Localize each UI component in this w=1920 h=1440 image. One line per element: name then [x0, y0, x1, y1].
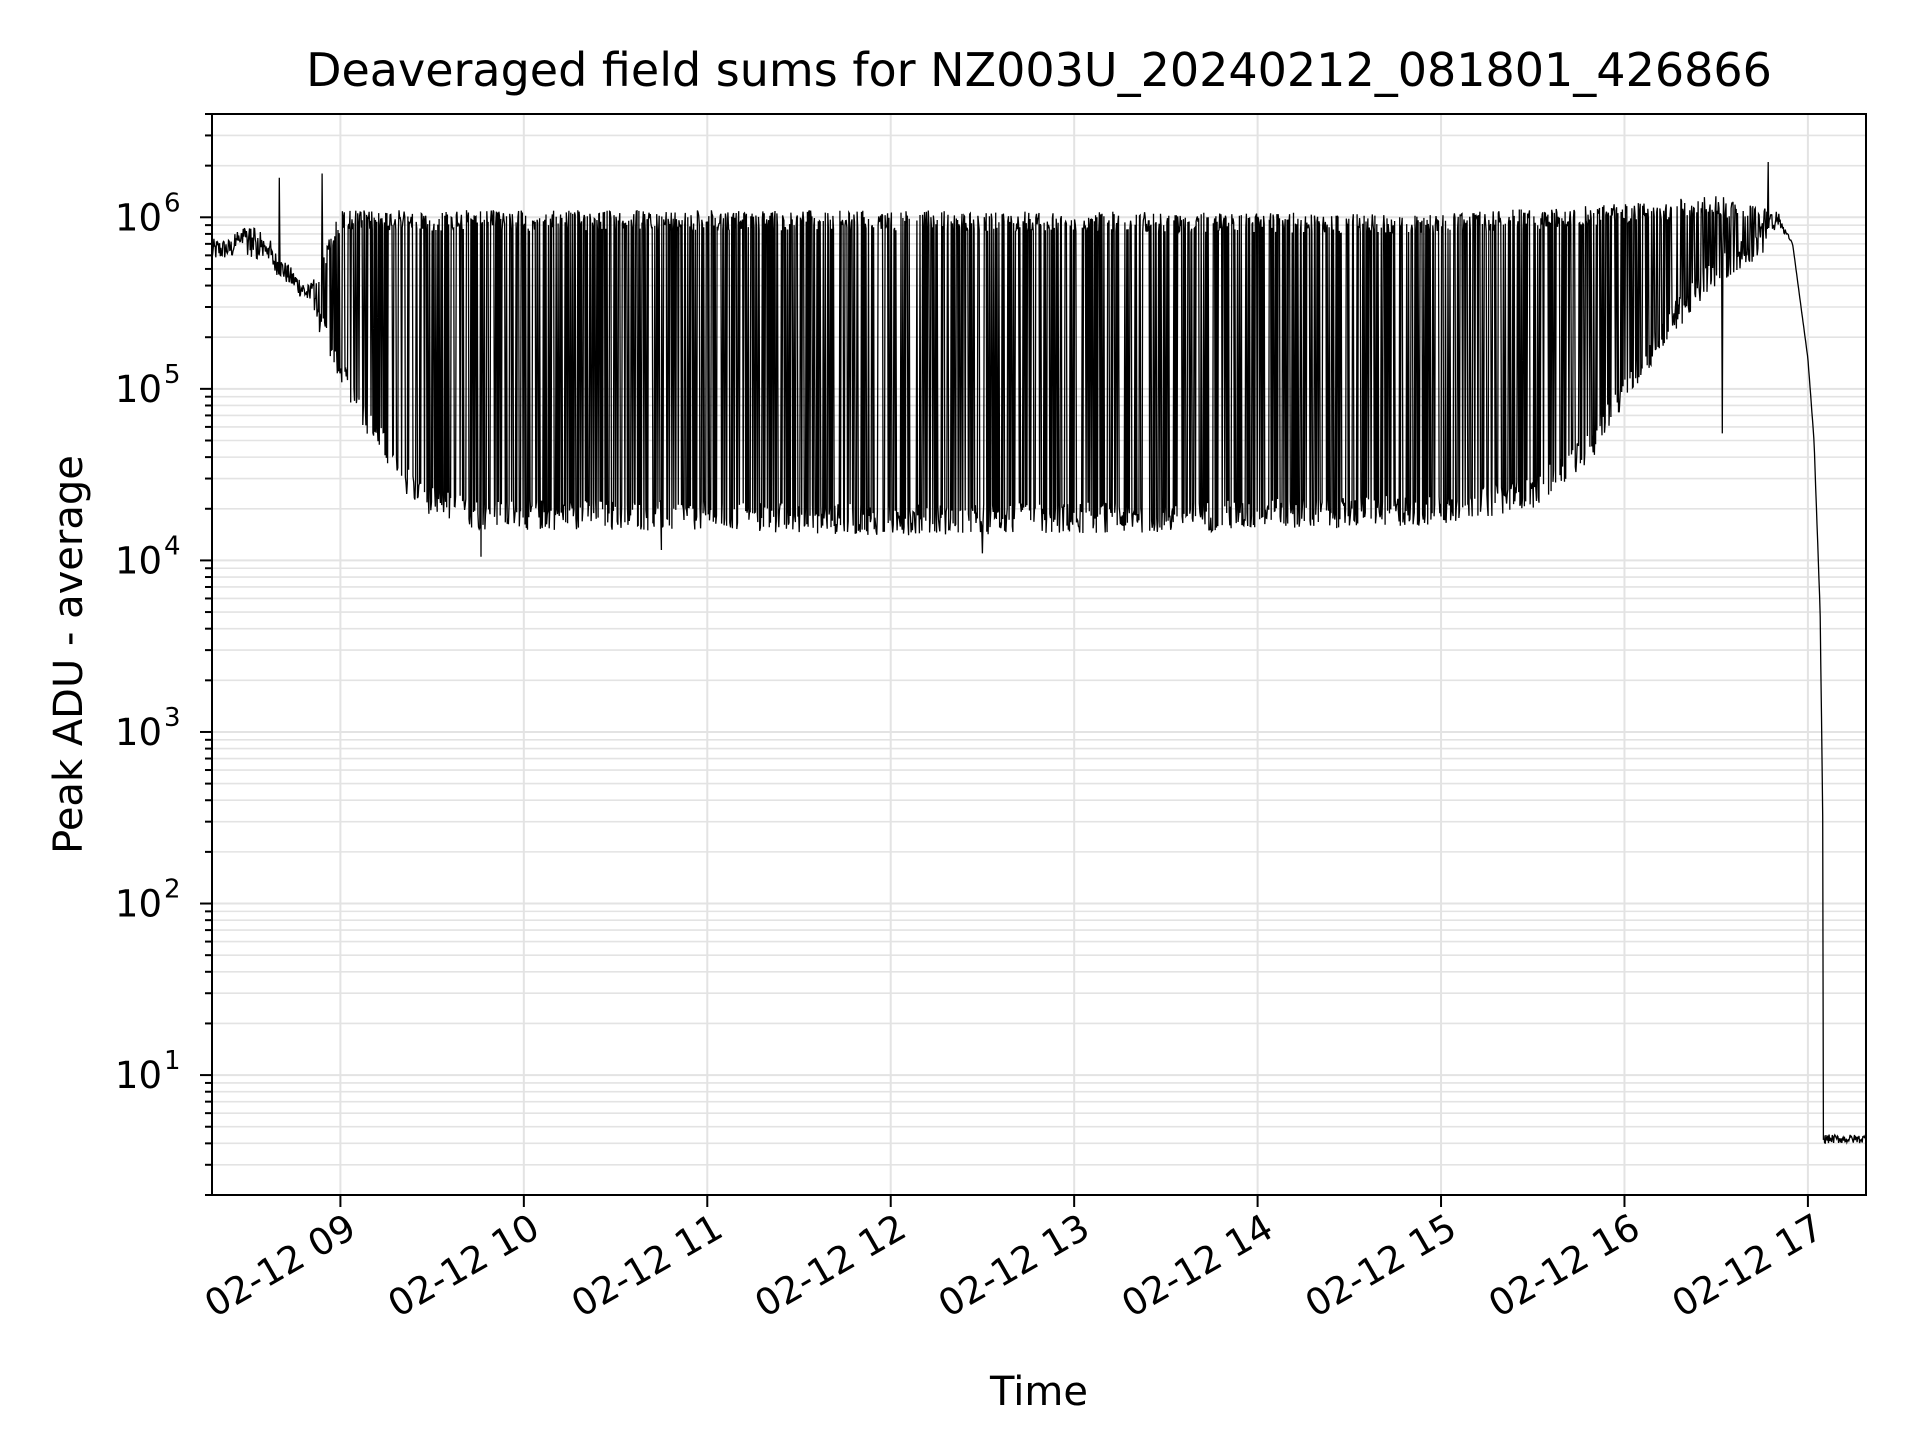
y-tick-label: 10 [115, 539, 162, 582]
y-tick-exponent: 6 [164, 188, 181, 218]
y-tick-exponent: 1 [164, 1046, 181, 1076]
plot-frame [211, 113, 1867, 1196]
y-tick-label: 10 [115, 196, 162, 239]
plot-series [211, 161, 1867, 1145]
y-tick-label: 10 [115, 711, 162, 754]
y-tick-exponent: 2 [164, 875, 181, 905]
y-tick-exponent: 3 [164, 703, 181, 733]
x-axis-label: Time [989, 1369, 1088, 1415]
y-tick-label: 10 [115, 1054, 162, 1097]
chart-title: Deaveraged field sums for NZ003U_2024021… [306, 43, 1772, 97]
y-tick-label: 10 [115, 368, 162, 411]
y-axis-label: Peak ADU - average [46, 455, 92, 854]
series-line [211, 161, 1867, 1145]
y-tick-exponent: 4 [164, 531, 181, 561]
y-tick-label: 10 [115, 883, 162, 926]
y-tick-exponent: 5 [164, 360, 181, 390]
